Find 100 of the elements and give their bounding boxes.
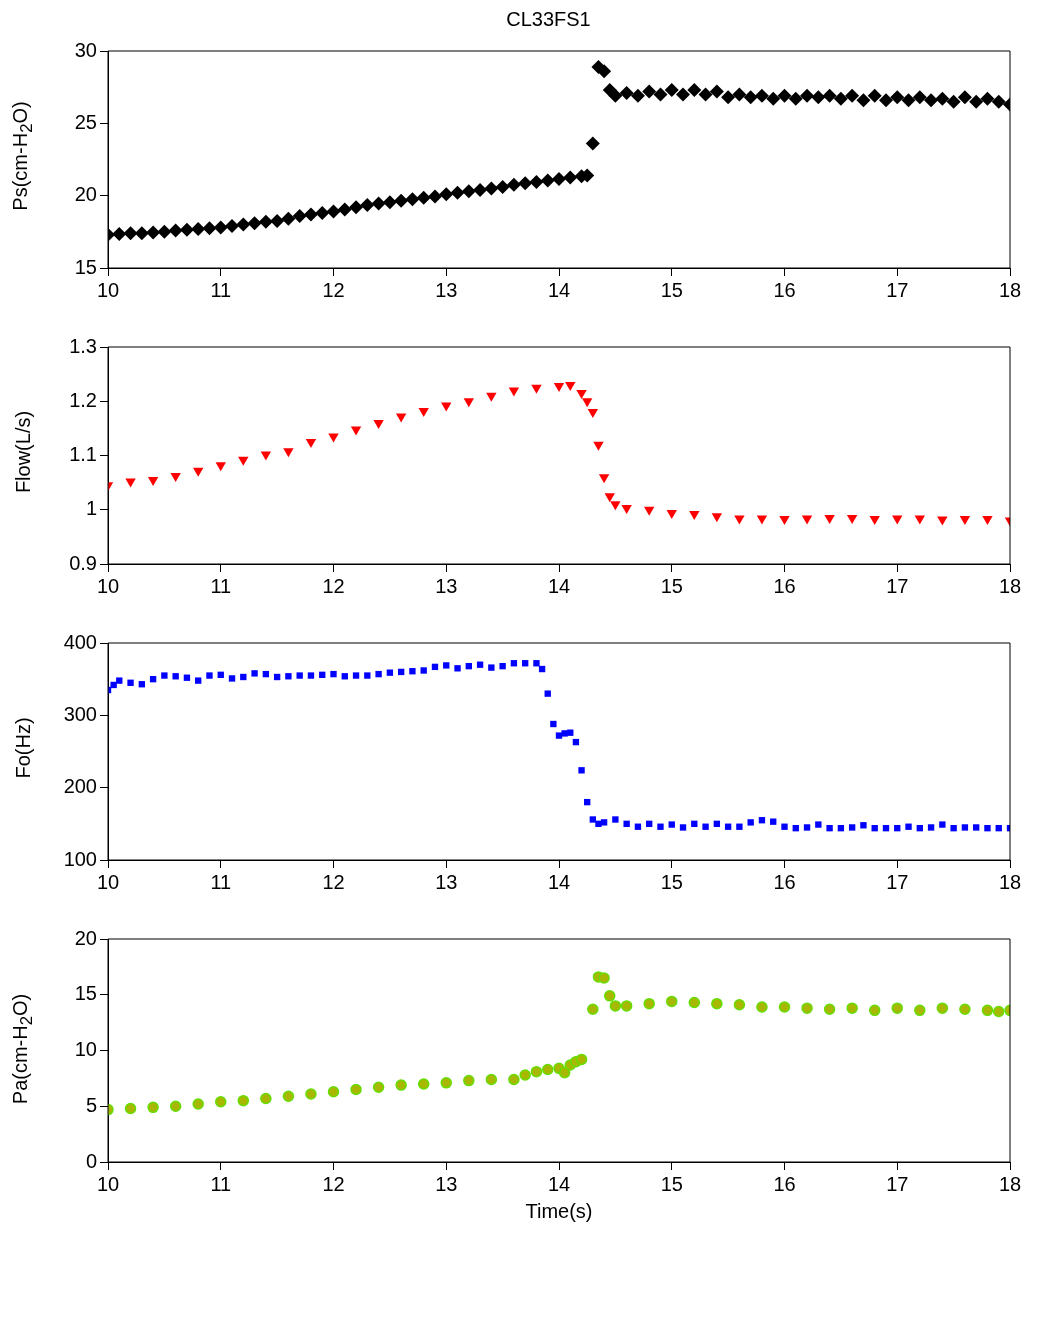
y-tick-label: 200	[63, 775, 97, 798]
y-tick-label: 1.2	[69, 388, 97, 411]
x-tick-label: 15	[660, 278, 683, 301]
y-tick-label: 0	[85, 1149, 97, 1172]
point	[846, 1002, 858, 1014]
point	[372, 1081, 385, 1094]
x-tick-label: 14	[547, 1172, 571, 1195]
point	[531, 384, 542, 394]
y-axis-title: Flow(L/s)	[11, 410, 35, 494]
x-tick-label: 17	[886, 278, 909, 301]
point	[936, 1002, 949, 1014]
point	[689, 511, 700, 521]
x-tick-label: 11	[210, 870, 232, 893]
point	[603, 990, 616, 1002]
y-tick-label: 20	[74, 183, 97, 206]
y-tick-label: 25	[74, 110, 97, 133]
point	[587, 1003, 599, 1015]
point	[305, 438, 317, 448]
point	[981, 1004, 994, 1017]
y-tick-label: 100	[63, 847, 97, 870]
point	[869, 515, 880, 525]
x-tick-label: 13	[435, 870, 458, 893]
point	[215, 462, 226, 472]
x-tick-label: 18	[998, 278, 1022, 301]
point	[463, 1074, 475, 1087]
point	[868, 1004, 881, 1017]
point	[282, 1090, 295, 1102]
y-tick-label: 1.1	[69, 443, 97, 466]
point	[846, 514, 858, 524]
y-tick-label: 15	[74, 982, 97, 1005]
y-tick-label: 10	[74, 1038, 97, 1061]
point	[801, 515, 813, 525]
x-tick-label: 13	[435, 1172, 458, 1195]
x-tick-label: 17	[886, 574, 909, 597]
x-tick-label: 14	[547, 278, 571, 301]
x-tick-label: 17	[886, 1172, 909, 1195]
point	[734, 515, 745, 525]
point	[688, 996, 701, 1009]
point	[575, 1053, 588, 1066]
x-tick-label: 15	[660, 870, 683, 893]
x-tick-label: 15	[660, 1172, 683, 1195]
x-tick-label: 11	[210, 574, 232, 597]
point	[644, 506, 655, 516]
point	[170, 473, 181, 483]
point	[237, 1094, 250, 1107]
point	[621, 505, 632, 515]
y-tick-label: 1	[85, 497, 97, 520]
x-tick-label: 11	[210, 278, 232, 301]
point	[604, 493, 615, 503]
y-tick-label: 0.9	[69, 551, 97, 574]
point	[463, 398, 474, 408]
point	[824, 514, 835, 524]
point	[581, 398, 593, 408]
point	[192, 1098, 204, 1110]
point	[778, 1001, 791, 1013]
point	[328, 433, 339, 443]
point	[959, 1003, 971, 1015]
point	[305, 1088, 317, 1100]
point	[417, 1078, 430, 1090]
point	[418, 408, 429, 418]
point	[350, 1083, 362, 1096]
x-tick-label: 18	[998, 574, 1022, 597]
point	[283, 448, 294, 458]
y-tick-label: 400	[63, 630, 97, 653]
y-tick-label: 15	[74, 255, 97, 278]
point	[486, 392, 497, 402]
point	[711, 997, 723, 1010]
x-tick-label: 16	[773, 870, 796, 893]
point	[350, 426, 362, 436]
point	[169, 1100, 182, 1112]
x-tick-label: 17	[886, 870, 909, 893]
point	[914, 515, 925, 525]
point	[558, 1067, 571, 1079]
point	[666, 510, 677, 520]
point	[609, 1000, 622, 1012]
point	[643, 997, 655, 1010]
point	[779, 515, 790, 525]
x-tick-label: 12	[322, 574, 345, 597]
point	[982, 515, 993, 525]
x-tick-label: 16	[773, 574, 796, 597]
point	[485, 1073, 498, 1086]
point	[215, 1096, 227, 1108]
point	[992, 1005, 1005, 1018]
point	[711, 513, 723, 523]
x-tick-label: 12	[322, 870, 345, 893]
y-tick-label: 20	[74, 926, 97, 949]
point	[598, 972, 610, 984]
point	[914, 1004, 926, 1017]
x-tick-label: 16	[773, 1172, 796, 1195]
x-tick-label: 11	[210, 1172, 232, 1195]
point	[395, 413, 407, 423]
y-tick-label: 30	[74, 38, 97, 61]
point	[587, 409, 599, 419]
point	[565, 381, 576, 391]
point	[666, 995, 678, 1008]
y-tick-label: 1.3	[69, 334, 97, 357]
x-tick-label: 14	[547, 870, 571, 893]
point	[260, 451, 272, 461]
point	[959, 515, 971, 525]
point	[519, 1069, 531, 1081]
